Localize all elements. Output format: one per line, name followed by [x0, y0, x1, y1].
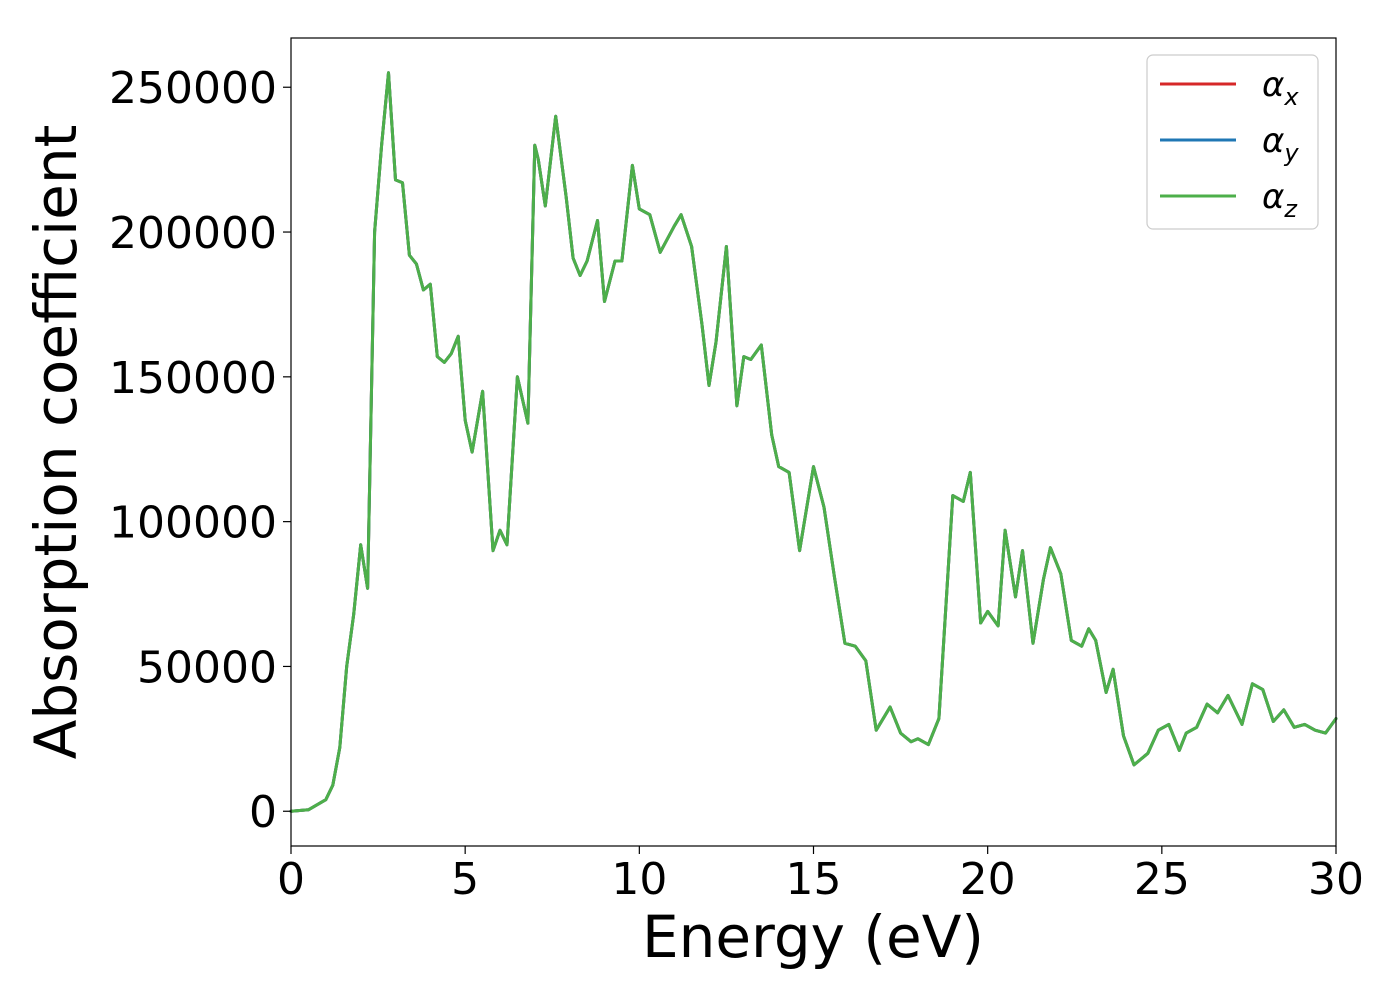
series-layer [289, 71, 1338, 813]
y-tick-label: 150000 [109, 353, 277, 404]
y-tick-label: 100000 [109, 498, 277, 549]
x-axis: 0 5 10 15 20 25 30 [277, 846, 1364, 905]
x-tick-label: 0 [277, 854, 305, 905]
x-tick-label: 20 [960, 854, 1016, 905]
y-tick-label: 250000 [109, 63, 277, 114]
y-tick-label: 50000 [137, 642, 277, 693]
x-axis-label: Energy (eV) [642, 903, 984, 971]
x-tick-label: 5 [451, 854, 479, 905]
y-tick-label: 200000 [109, 208, 277, 259]
y-tick-label: 0 [249, 787, 277, 838]
x-tick-label: 25 [1134, 854, 1190, 905]
legend-box [1146, 54, 1319, 230]
x-tick-label: 10 [611, 854, 667, 905]
y-axis: 0 50000 100000 150000 200000 250000 [109, 63, 291, 838]
y-axis-label: Absorption coefficient [22, 125, 90, 760]
x-tick-label: 30 [1308, 854, 1364, 905]
x-tick-label: 15 [786, 854, 842, 905]
series-line-alpha-z [289, 71, 1338, 813]
